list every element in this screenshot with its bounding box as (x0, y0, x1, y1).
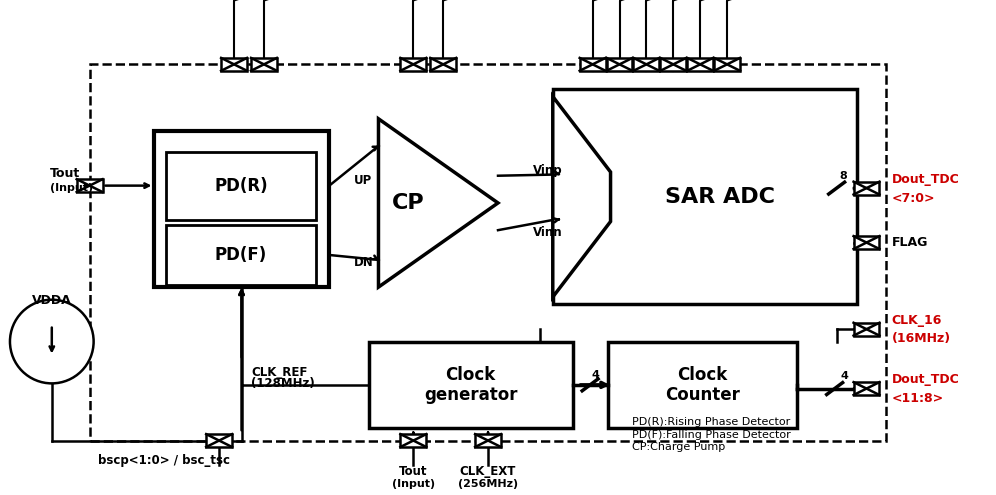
Text: VSSA1: VSSA1 (443, 0, 453, 1)
Text: PD(R):Rising Phase Detector: PD(R):Rising Phase Detector (632, 417, 791, 427)
Bar (580, 58, 606, 71)
Text: (Input): (Input) (50, 183, 93, 193)
Bar (633, 58, 659, 71)
Text: Vinn: Vinn (533, 226, 563, 239)
Bar (608, 342, 797, 428)
Polygon shape (553, 97, 611, 297)
Bar (660, 58, 686, 71)
Bar (475, 434, 501, 447)
Bar (430, 58, 456, 71)
Bar (714, 58, 740, 71)
Text: (128MHz): (128MHz) (251, 377, 316, 391)
Bar (854, 182, 879, 195)
Bar (166, 225, 316, 285)
Text: VREFP: VREFP (673, 0, 683, 1)
Bar (687, 58, 713, 71)
Bar (607, 58, 632, 71)
Circle shape (10, 299, 94, 384)
Bar (854, 382, 879, 395)
Text: VDDD1: VDDD1 (234, 0, 244, 1)
Text: <11:8>: <11:8> (891, 392, 943, 405)
Text: VSSD1: VSSD1 (264, 0, 274, 1)
Bar (854, 323, 879, 336)
Text: Clock: Clock (445, 366, 496, 384)
Text: Dout_TDC: Dout_TDC (891, 373, 959, 386)
Text: 4: 4 (592, 370, 599, 380)
Text: generator: generator (424, 386, 517, 404)
Bar (154, 131, 329, 287)
Text: Dout_TDC: Dout_TDC (891, 173, 959, 186)
Polygon shape (378, 119, 498, 287)
Text: UP: UP (354, 174, 372, 187)
Bar (166, 152, 316, 220)
Text: VSSA2: VSSA2 (620, 0, 629, 1)
Text: CP:Charge Pump: CP:Charge Pump (632, 443, 726, 452)
Text: VDDA: VDDA (32, 295, 72, 307)
Text: DN: DN (354, 256, 374, 269)
Text: PD(F): PD(F) (215, 246, 267, 264)
Bar (90, 64, 886, 441)
Text: VCMO: VCMO (727, 0, 737, 1)
Text: VSSD2: VSSD2 (646, 0, 656, 1)
Text: PD(F):Falling Phase Detector: PD(F):Falling Phase Detector (632, 430, 791, 440)
Text: Tout: Tout (399, 465, 427, 478)
Text: Clock: Clock (677, 366, 727, 384)
Bar (206, 434, 232, 447)
Bar (400, 58, 426, 71)
Text: (Input): (Input) (391, 479, 435, 489)
Text: VREFN: VREFN (700, 0, 710, 1)
Text: CP: CP (392, 193, 424, 213)
Text: Vinp: Vinp (533, 164, 563, 177)
Bar (369, 342, 573, 428)
Text: bscp<1:0> / bsc_tsc: bscp<1:0> / bsc_tsc (99, 454, 230, 467)
Text: Tout: Tout (50, 167, 80, 180)
Text: (16MHz): (16MHz) (891, 332, 950, 345)
Text: SAR ADC: SAR ADC (664, 187, 775, 207)
Text: CLK_EXT: CLK_EXT (460, 465, 516, 478)
Bar (400, 434, 426, 447)
Bar (251, 58, 277, 71)
Text: FLAG: FLAG (891, 236, 928, 249)
Text: CLK_16: CLK_16 (891, 314, 942, 327)
Text: PD(R): PD(R) (214, 177, 268, 195)
Bar (854, 236, 879, 249)
Text: VDDA1: VDDA1 (413, 0, 423, 1)
Bar (77, 179, 103, 192)
Text: VDDA2: VDDA2 (593, 0, 603, 1)
Bar (553, 89, 857, 304)
Text: <7:0>: <7:0> (891, 192, 935, 204)
Text: 4: 4 (841, 371, 849, 381)
Text: 8: 8 (840, 171, 848, 181)
Bar (221, 58, 247, 71)
Text: Counter: Counter (664, 386, 740, 404)
Text: (256MHz): (256MHz) (458, 479, 518, 489)
Text: CLK_REF: CLK_REF (251, 366, 308, 379)
